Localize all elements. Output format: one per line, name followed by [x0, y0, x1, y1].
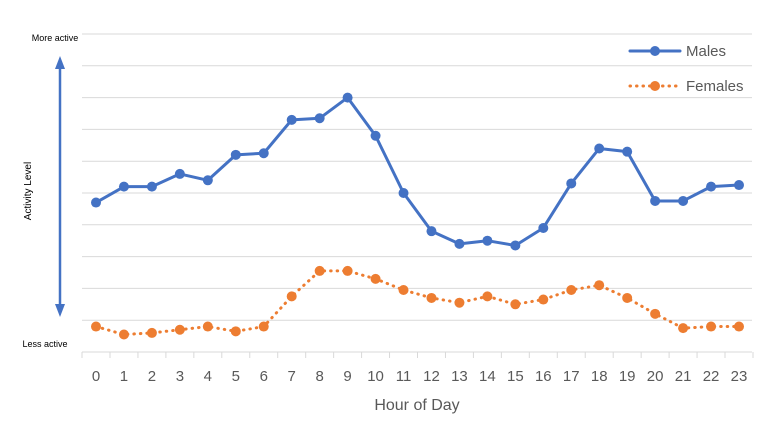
data-point [342, 265, 353, 276]
x-tick-label: 8 [315, 368, 323, 385]
data-point [370, 273, 381, 284]
data-point [566, 178, 577, 189]
data-point [538, 222, 549, 233]
x-axis-tick-labels: 0 1 2 3 4 5 6 7 8 9 10 11 12 13 14 15 16 17 18 19 20 21 22 23 [92, 368, 748, 385]
legend-swatch-marker [650, 46, 660, 56]
data-point [202, 321, 213, 332]
data-point [734, 321, 744, 332]
activity-level-arrow [55, 56, 65, 317]
series-line-females [94, 269, 741, 337]
data-point [566, 284, 577, 295]
data-point [202, 175, 213, 186]
series-females [91, 265, 744, 340]
data-point [258, 148, 269, 159]
data-point [314, 113, 325, 124]
data-point [370, 130, 381, 141]
data-point [426, 226, 437, 237]
x-tick-label: 3 [176, 368, 184, 385]
x-tick-label: 15 [507, 368, 524, 385]
x-tick-label: 22 [703, 368, 720, 385]
x-tick-label: 17 [563, 368, 580, 385]
x-tick-label: 19 [619, 368, 636, 385]
data-point [426, 292, 437, 303]
data-point [454, 297, 465, 308]
data-point [706, 321, 717, 332]
data-point [594, 143, 605, 154]
data-point [230, 326, 241, 337]
data-point [314, 265, 325, 276]
data-point [398, 188, 409, 198]
data-point [482, 291, 493, 302]
x-tick-label: 1 [120, 368, 128, 385]
data-point [454, 238, 465, 249]
data-point [230, 149, 241, 160]
data-point [146, 181, 157, 192]
legend: Males Females [628, 43, 744, 95]
x-tick-label: 12 [423, 368, 440, 385]
x-tick-label: 10 [367, 368, 384, 385]
data-point [118, 329, 129, 340]
x-tick-label: 21 [675, 368, 692, 385]
data-point [538, 294, 549, 305]
x-tick-label: 6 [260, 368, 268, 385]
legend-swatch-marker [650, 81, 660, 91]
data-point [258, 321, 269, 332]
data-point [622, 292, 633, 303]
series-line-males [94, 96, 741, 247]
series-males [91, 92, 744, 251]
x-tick-label: 4 [204, 368, 212, 385]
data-point [678, 323, 689, 334]
legend-label: Females [686, 78, 744, 95]
y-bottom-label: Less active [22, 339, 67, 349]
data-point [678, 195, 689, 206]
data-point [398, 284, 409, 295]
data-point [286, 291, 297, 302]
data-point [706, 181, 717, 192]
x-tick-label: 18 [591, 368, 608, 385]
data-point [146, 327, 157, 338]
data-point [650, 195, 661, 206]
data-point [482, 235, 493, 246]
data-point [734, 180, 744, 191]
x-tick-label: 16 [535, 368, 552, 385]
x-tick-label: 14 [479, 368, 496, 385]
series-layer [91, 92, 744, 340]
data-point [91, 197, 101, 208]
x-tick-label: 5 [232, 368, 240, 385]
x-tick-label: 20 [647, 368, 664, 385]
x-tick-label: 11 [396, 368, 412, 385]
data-point [650, 308, 661, 319]
x-tick-label: 13 [451, 368, 468, 385]
data-point [510, 299, 521, 310]
data-point [342, 92, 353, 103]
x-tick-label: 0 [92, 368, 100, 385]
x-tick-label: 9 [343, 368, 351, 385]
x-tick-label: 7 [288, 368, 296, 385]
data-point [174, 168, 185, 179]
data-point [622, 146, 633, 157]
x-axis-title: Hour of Day [374, 397, 459, 414]
x-tick-label: 2 [148, 368, 156, 385]
legend-item-females: Females [628, 78, 744, 95]
x-tick-label: 23 [731, 368, 748, 385]
data-point [510, 240, 521, 251]
data-point [91, 321, 101, 332]
legend-label: Males [686, 43, 726, 60]
legend-item-males: Males [628, 43, 726, 60]
data-point [594, 280, 605, 291]
data-point [174, 324, 185, 335]
data-point [118, 181, 129, 192]
data-point [286, 114, 297, 125]
y-top-label: More active [32, 33, 79, 43]
y-axis-title: Activity Level [23, 162, 34, 220]
gridlines [81, 33, 754, 358]
